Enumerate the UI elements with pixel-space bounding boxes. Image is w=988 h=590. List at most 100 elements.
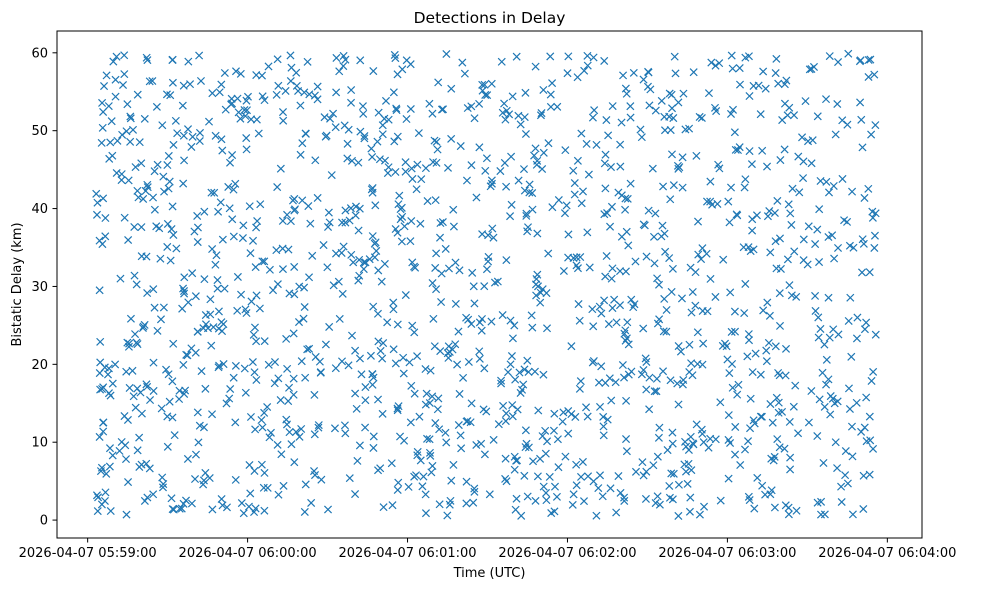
data-point — [639, 471, 648, 480]
data-point — [361, 396, 370, 405]
data-point — [347, 98, 356, 107]
data-point — [610, 295, 619, 304]
data-point — [436, 219, 445, 228]
data-point — [339, 242, 348, 251]
data-point — [217, 135, 226, 144]
data-point — [459, 373, 468, 382]
data-point — [237, 290, 246, 299]
data-point — [159, 480, 168, 489]
data-point — [622, 334, 631, 343]
data-point — [477, 314, 486, 323]
data-point — [425, 448, 434, 457]
data-point — [278, 244, 287, 253]
data-point — [374, 337, 383, 346]
data-point — [99, 194, 108, 203]
data-point — [475, 354, 484, 363]
data-point — [590, 106, 599, 115]
data-point — [393, 404, 402, 413]
data-point — [752, 211, 761, 220]
data-point — [380, 259, 389, 268]
data-point — [559, 408, 568, 417]
data-point — [415, 412, 424, 421]
data-point — [740, 309, 749, 318]
data-point — [868, 207, 877, 216]
data-point — [414, 129, 423, 138]
data-point — [470, 487, 479, 496]
data-point — [686, 432, 695, 441]
data-point — [379, 503, 388, 512]
data-point — [606, 484, 615, 493]
data-point — [606, 163, 616, 172]
data-point — [772, 393, 781, 402]
data-point — [346, 204, 355, 213]
data-point — [108, 151, 117, 160]
data-point — [740, 445, 750, 454]
data-point — [618, 361, 627, 370]
data-point — [411, 263, 420, 272]
data-point — [866, 55, 875, 64]
data-point — [218, 501, 227, 510]
data-point — [373, 137, 382, 146]
data-point — [425, 99, 434, 108]
data-point — [325, 218, 334, 227]
data-point — [341, 206, 350, 215]
data-point — [813, 498, 822, 507]
data-point — [145, 77, 154, 86]
data-point — [120, 213, 129, 222]
data-point — [361, 258, 370, 267]
data-point — [421, 509, 430, 518]
data-point — [603, 209, 612, 218]
x-tick-label: 2026-04-07 06:02:00 — [498, 546, 636, 561]
data-point — [510, 465, 519, 474]
data-point — [467, 161, 476, 170]
data-point — [554, 196, 563, 205]
data-point — [481, 166, 490, 175]
data-point — [728, 64, 737, 73]
data-point — [451, 340, 460, 349]
data-point — [255, 304, 264, 313]
data-point — [193, 408, 202, 417]
data-point — [179, 131, 188, 140]
y-axis-label: Bistatic Delay (km) — [10, 222, 25, 346]
data-point — [384, 115, 393, 124]
data-point — [564, 429, 573, 438]
data-point — [716, 398, 725, 407]
data-point — [213, 284, 222, 293]
data-point — [451, 258, 460, 267]
data-point — [698, 360, 707, 369]
data-point — [758, 481, 767, 490]
data-point — [455, 389, 464, 398]
data-point — [723, 355, 732, 364]
data-point — [489, 435, 498, 444]
data-point — [410, 328, 419, 337]
data-point — [135, 138, 144, 147]
data-point — [804, 418, 813, 427]
data-point — [126, 314, 135, 323]
data-point — [693, 328, 702, 337]
data-point — [231, 361, 240, 370]
data-point — [538, 164, 547, 174]
data-point — [844, 316, 853, 326]
data-point — [406, 418, 415, 427]
data-point — [107, 117, 116, 126]
data-point — [329, 281, 338, 290]
data-point — [732, 210, 741, 219]
data-point — [178, 304, 187, 313]
data-point — [313, 82, 322, 91]
data-point — [211, 131, 220, 140]
data-point — [137, 409, 146, 418]
data-point — [837, 482, 846, 491]
data-point — [416, 456, 425, 465]
data-point — [156, 315, 166, 324]
data-point — [138, 323, 147, 333]
data-point — [871, 121, 880, 130]
data-point — [686, 493, 695, 502]
data-point — [168, 377, 177, 386]
data-point — [303, 345, 312, 354]
data-point — [124, 176, 133, 185]
data-point — [377, 277, 386, 286]
data-point — [660, 126, 670, 135]
data-point — [368, 380, 377, 389]
data-point — [550, 482, 560, 491]
data-point — [653, 274, 662, 283]
